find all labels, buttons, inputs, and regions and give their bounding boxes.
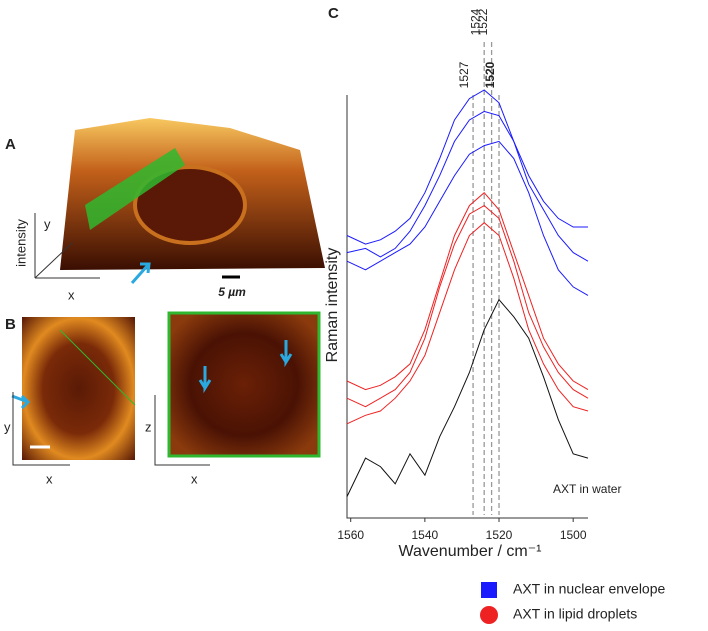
scale-label: 5 µm: [218, 285, 246, 299]
reference-label: 1527: [457, 61, 471, 88]
series-label: AXT in water: [553, 482, 621, 496]
spectrum: [346, 298, 589, 497]
arrow: [198, 366, 212, 394]
panel-label: A: [5, 136, 16, 153]
panel-label: B: [5, 316, 16, 333]
spectrum: [346, 204, 589, 408]
legend-marker: [481, 582, 497, 598]
spectrum: [346, 89, 588, 245]
reference-label: 1520: [483, 61, 497, 88]
x-tick-label: 1560: [337, 528, 364, 542]
legend-label: AXT in nuclear envelope: [513, 581, 665, 597]
legend-label: AXT in lipid droplets: [513, 606, 637, 622]
arrow: [130, 262, 151, 284]
axis-icon: [12, 392, 70, 466]
arrow: [279, 340, 293, 368]
axis-label: y: [4, 419, 11, 434]
x-axis-label: Wavenumber / cm⁻¹: [399, 543, 542, 560]
spectrum: [346, 191, 589, 391]
spectrum: [346, 110, 589, 262]
axis-label: y: [44, 216, 51, 231]
spectrum: [346, 222, 589, 425]
spectrum: [346, 140, 589, 296]
x-tick-label: 1520: [486, 528, 513, 542]
microscopy-image: [22, 317, 135, 460]
x-tick-label: 1540: [412, 528, 439, 542]
axis-label: x: [68, 287, 75, 302]
axis-icon: [154, 395, 210, 466]
arrow: [11, 394, 31, 410]
microscopy-image: [167, 311, 321, 458]
axis-label: z: [145, 419, 152, 434]
axis: [346, 95, 588, 519]
axis-icon: [34, 213, 100, 279]
y-axis-label: Raman intensity: [324, 248, 341, 363]
panel-label: C: [328, 5, 339, 22]
cell-outline: [133, 165, 247, 245]
legend-marker: [480, 606, 498, 624]
reference-label: 1522: [476, 8, 490, 35]
reference-label: 1524: [468, 8, 482, 35]
axis-label: intensity: [13, 219, 28, 267]
axis-label: x: [191, 471, 198, 486]
x-tick-label: 1500: [560, 528, 587, 542]
axis-label: x: [46, 471, 53, 486]
section-line: [59, 329, 136, 406]
section-plane: [85, 148, 185, 230]
